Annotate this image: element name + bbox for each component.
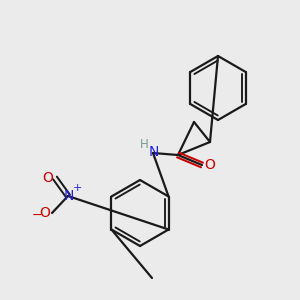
Text: O: O	[205, 158, 215, 172]
Text: H: H	[140, 139, 148, 152]
Text: +: +	[72, 183, 82, 193]
Text: O: O	[43, 171, 53, 185]
Text: O: O	[40, 206, 50, 220]
Text: N: N	[64, 189, 74, 203]
Text: −: −	[32, 208, 42, 221]
Text: N: N	[149, 145, 159, 159]
